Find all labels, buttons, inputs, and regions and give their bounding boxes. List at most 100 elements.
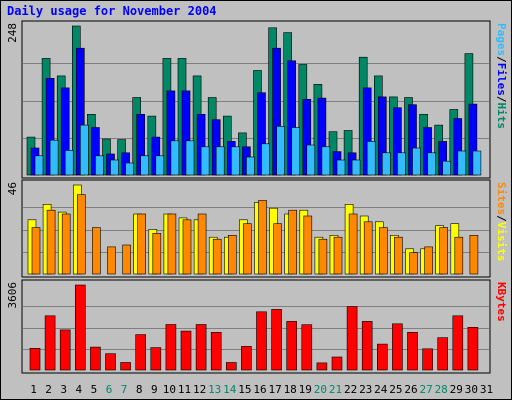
panel-kbytes-bar-kbytes-day-6 [105, 353, 116, 371]
panel-kbytes-bar-kbytes-day-28 [437, 337, 449, 371]
panel-kbytes-bar-kbytes-day-30 [467, 326, 479, 371]
panel-kbytes-legend-item-0: KBytes [495, 282, 508, 322]
panel-kbytes-bar-kbytes-day-4 [75, 284, 86, 371]
panel-visits-bar-sites-day-18 [288, 209, 298, 275]
x-tick-label-day-3: 3 [60, 383, 67, 396]
panel-hits-bar-pages-day-7 [125, 162, 134, 176]
panel-visits-bar-sites-day-21 [333, 236, 343, 275]
panel-hits-bar-pages-day-19 [306, 144, 316, 176]
panel-hits-bar-pages-day-4 [80, 124, 89, 176]
panel-visits-legend: Sites/Visits [495, 182, 508, 262]
panel-kbytes-bar-kbytes-day-12 [195, 324, 207, 371]
panel-visits-legend-item-2: Visits [495, 222, 508, 262]
panel-visits-bar-sites-day-6 [107, 246, 116, 275]
panel-visits-bar-sites-day-27 [424, 246, 433, 275]
panel-hits-bar-pages-day-16 [261, 143, 270, 176]
x-tick-label-day-23: 23 [359, 383, 372, 396]
panel-visits-bar-sites-day-8 [137, 213, 146, 275]
panel-visits-bar-sites-day-13 [212, 238, 222, 275]
panel-visits-bar-sites-day-9 [152, 233, 162, 275]
panel-kbytes-bar-kbytes-day-13 [210, 331, 222, 371]
panel-hits-bar-pages-day-12 [200, 146, 210, 176]
x-tick-label-day-11: 11 [178, 383, 191, 396]
panel-kbytes-bar-kbytes-day-10 [165, 324, 177, 371]
x-tick-label-day-27: 27 [419, 383, 432, 396]
x-tick-label-day-6: 6 [106, 383, 113, 396]
panel-hits-bar-pages-day-3 [64, 150, 74, 176]
panel-kbytes-bar-kbytes-day-2 [44, 315, 56, 371]
x-tick-label-day-30: 30 [465, 383, 478, 396]
panel-visits-bar-sites-day-1 [31, 227, 41, 275]
panel-visits-bar-sites-day-19 [303, 215, 313, 275]
panel-visits-legend-item-0: Sites [495, 182, 508, 215]
x-tick-label-day-8: 8 [136, 383, 143, 396]
x-tick-label-day-26: 26 [404, 383, 417, 396]
panel-kbytes-ymax-label: 3606 [6, 282, 19, 309]
x-tick-label-day-31: 31 [480, 383, 493, 396]
x-tick-label-day-16: 16 [253, 383, 266, 396]
x-tick-label-day-13: 13 [208, 383, 221, 396]
panel-hits-bar-pages-day-28 [442, 160, 452, 176]
panel-visits-bar-sites-day-4 [77, 194, 86, 275]
panel-hits-bar-pages-day-21 [336, 159, 346, 176]
panel-kbytes-bar-kbytes-day-16 [256, 311, 267, 371]
panel-visits-bar-sites-day-14 [228, 235, 237, 275]
panel-visits-bar-sites-day-23 [363, 221, 373, 275]
x-tick-label-day-9: 9 [151, 383, 158, 396]
x-tick-label-day-21: 21 [329, 383, 342, 396]
panel-kbytes-bar-kbytes-day-5 [90, 346, 101, 371]
panel-kbytes-bar-kbytes-day-17 [271, 309, 282, 371]
panel-visits-bar-sites-day-26 [409, 252, 418, 275]
panel-hits-bar-pages-day-24 [381, 152, 391, 176]
panel-visits-bar-sites-day-28 [439, 227, 449, 275]
panel-kbytes-bar-kbytes-day-25 [392, 323, 403, 371]
panel-hits-ymax-label: 248 [6, 23, 19, 43]
panel-hits-bar-pages-day-26 [412, 147, 421, 176]
panel-visits-bar-sites-day-15 [243, 223, 252, 275]
panel-kbytes-bar-kbytes-day-7 [120, 362, 131, 371]
panel-hits-bar-pages-day-23 [366, 141, 376, 176]
panel-visits-bar-sites-day-12 [197, 213, 207, 275]
panel-kbytes-legend: KBytes [495, 282, 508, 322]
panel-visits-bar-sites-day-16 [258, 200, 267, 275]
x-tick-label-day-2: 2 [45, 383, 52, 396]
panel-visits-bar-sites-day-10 [167, 213, 177, 275]
panel-hits-bar-pages-day-29 [457, 150, 467, 176]
panel-kbytes-bar-kbytes-day-24 [376, 343, 388, 371]
panel-kbytes-bar-kbytes-day-14 [226, 362, 237, 371]
x-tick-label-day-4: 4 [75, 383, 82, 396]
panel-hits-bar-pages-day-2 [49, 139, 59, 176]
panel-hits-bar-pages-day-18 [291, 127, 301, 176]
panel-hits-bar-pages-day-10 [170, 140, 180, 176]
panel-hits-legend-item-2: Files [495, 63, 508, 96]
panel-kbytes-bar-kbytes-day-11 [180, 330, 192, 371]
panel-hits-bar-pages-day-25 [397, 152, 406, 176]
x-tick-label-day-5: 5 [91, 383, 98, 396]
panel-hits-bar-pages-day-6 [110, 159, 119, 176]
panel-kbytes-bar-kbytes-day-19 [301, 324, 313, 371]
panel-hits-legend-item-0: Pages [495, 23, 508, 56]
panel-visits-bar-sites-day-3 [61, 213, 71, 275]
panel-kbytes-bar-kbytes-day-9 [150, 347, 162, 371]
panel-hits-legend-item-4: Hits [495, 103, 508, 130]
panel-visits-bar-sites-day-7 [122, 244, 131, 275]
panel-visits-ymax-label: 46 [6, 182, 19, 195]
panel-kbytes-bar-kbytes-day-20 [316, 362, 328, 371]
panel-hits-bar-pages-day-17 [276, 126, 285, 176]
panel-visits-bar-sites-day-5 [92, 227, 101, 275]
panel-kbytes-bar-kbytes-day-1 [29, 347, 41, 371]
panel-hits-bar-pages-day-5 [95, 155, 104, 176]
panel-kbytes-bar-kbytes-day-8 [135, 334, 146, 371]
panel-hits-legend: Pages/Files/Hits [495, 23, 508, 129]
x-tick-label-day-18: 18 [284, 383, 297, 396]
x-tick-label-day-12: 12 [193, 383, 206, 396]
panel-visits-bar-sites-day-11 [182, 219, 192, 275]
panel-kbytes-bar-kbytes-day-18 [286, 321, 298, 371]
panel-hits-bar-pages-day-14 [231, 146, 240, 176]
panel-hits-bar-pages-day-13 [215, 146, 225, 176]
panel-kbytes-bar-kbytes-day-21 [331, 356, 343, 371]
panel-visits-legend-item-1: / [495, 215, 508, 222]
panel-hits-legend-item-3: / [495, 96, 508, 103]
panel-visits-bar-sites-day-17 [273, 223, 282, 275]
